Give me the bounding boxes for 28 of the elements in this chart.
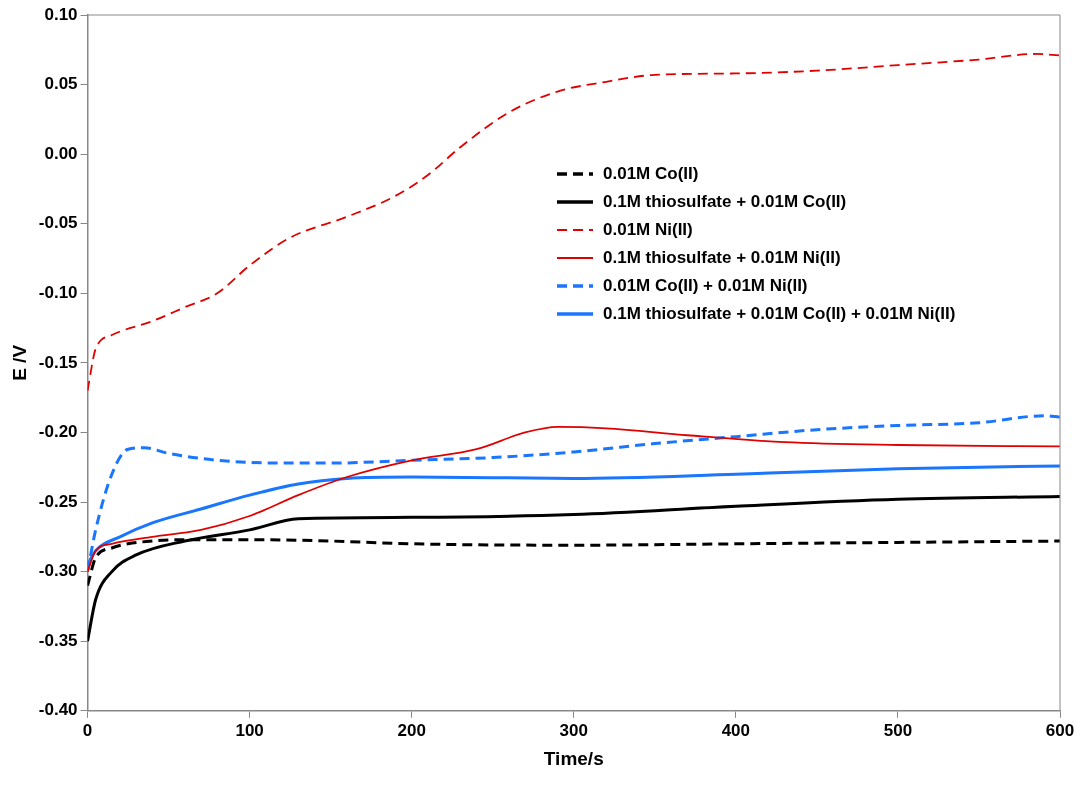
y-tick-label: 0.00: [44, 143, 78, 163]
x-tick-label: 300: [559, 720, 588, 740]
x-axis-title: Time/s: [543, 747, 604, 769]
legend-label: 0.1M thiosulfate + 0.01M Co(II): [603, 192, 847, 212]
x-tick-label: 0: [82, 720, 93, 740]
legend-label: 0.01M Co(II): [603, 164, 699, 184]
y-tick-label: -0.35: [38, 630, 78, 650]
line-series: [87, 53, 1060, 392]
y-tick-label: 0.10: [44, 4, 78, 24]
x-tick-label: 600: [1045, 720, 1075, 740]
x-tick-label: 500: [883, 720, 913, 740]
y-tick-label: -0.40: [38, 700, 78, 720]
line-series: [87, 494, 1060, 643]
x-tick-label: 200: [397, 720, 426, 740]
y-tick-label: -0.10: [38, 283, 78, 303]
legend-label: 0.1M thiosulfate + 0.01M Ni(II): [603, 248, 841, 268]
y-axis-title: E /V: [8, 344, 30, 381]
y-tick-label: -0.25: [38, 491, 78, 511]
legend-label: 0.01M Ni(II): [603, 220, 693, 240]
legend-label: 0.1M thiosulfate + 0.01M Co(II) + 0.01M Ni(II): [603, 304, 956, 324]
x-tick-label: 100: [235, 720, 264, 740]
legend-label: 0.01M Co(II) + 0.01M Ni(II): [603, 276, 808, 296]
y-tick-label: -0.30: [38, 561, 78, 581]
y-tick-label: -0.15: [38, 352, 78, 372]
y-tick-label: -0.05: [38, 213, 78, 233]
y-tick-label: 0.05: [44, 74, 78, 94]
y-tick-label: -0.20: [38, 422, 78, 442]
x-tick-label: 400: [721, 720, 751, 740]
